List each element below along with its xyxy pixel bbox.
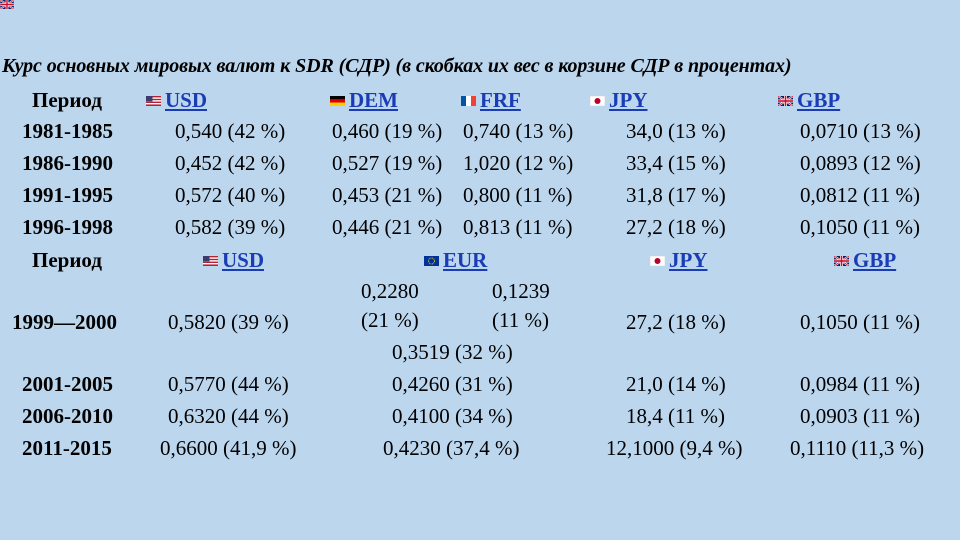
gbp-value: 0,1050 (11 %) — [800, 215, 920, 239]
row-period: 1981-1985 — [22, 119, 113, 143]
header-gbp[interactable]: GBP — [778, 88, 840, 112]
gbp-value: 0,0903 (11 %) — [800, 404, 920, 428]
japan-flag-icon — [590, 96, 605, 107]
eu-flag-icon — [424, 256, 439, 267]
usd-value: 0,6320 (44 %) — [168, 404, 289, 428]
us-flag-icon — [146, 96, 161, 107]
header-period: Период — [32, 88, 102, 112]
dem-value: 0,446 (21 %) — [332, 215, 443, 239]
header-jpy[interactable]: JPY — [650, 248, 708, 272]
header-dem[interactable]: DEM — [330, 88, 398, 112]
jpy-value: 27,2 (18 %) — [626, 215, 726, 239]
gbp-value: 0,0710 (13 %) — [800, 119, 921, 143]
france-flag-icon — [461, 96, 476, 107]
uk-flag-icon — [778, 96, 793, 107]
jpy-value: 12,1000 (9,4 %) — [606, 436, 743, 460]
usd-value: 0,582 (39 %) — [175, 215, 286, 239]
usd-value: 0,452 (42 %) — [175, 151, 286, 175]
us-flag-icon — [203, 256, 218, 267]
header-period: Период — [32, 248, 102, 272]
japan-flag-icon — [650, 256, 665, 267]
eur-value: 0,4100 (34 %) — [392, 404, 513, 428]
page-title: Курс основных мировых валют к SDR (СДР) … — [2, 55, 792, 77]
usd-value: 0,5820 (39 %) — [168, 310, 289, 334]
usd-value: 0,6600 (41,9 %) — [160, 436, 297, 460]
header-frf[interactable]: FRF — [461, 88, 521, 112]
gbp-value: 0,1050 (11 %) — [800, 310, 920, 334]
row-period: 2011-2015 — [22, 436, 112, 460]
gbp-value: 0,0984 (11 %) — [800, 372, 920, 396]
gbp-value: 0,0893 (12 %) — [800, 151, 921, 175]
germany-flag-icon — [330, 96, 345, 107]
eur-link[interactable]: EUR — [443, 248, 488, 272]
gbp-value: 0,1110 (11,3 %) — [790, 436, 925, 460]
row-period: 1986-1990 — [22, 151, 113, 175]
dem-value: 0,453 (21 %) — [332, 183, 443, 207]
dem-link[interactable]: DEM — [349, 88, 398, 112]
eur-component-value: 0,1239 — [492, 279, 550, 303]
frf-value: 0,800 (11 %) — [463, 183, 573, 207]
jpy-value: 33,4 (15 %) — [626, 151, 726, 175]
jpy-link[interactable]: JPY — [669, 248, 708, 272]
eur-total-value: 0,3519 (32 %) — [392, 340, 513, 364]
eur-value: 0,4260 (31 %) — [392, 372, 513, 396]
eur-component-weight: (11 %) — [492, 308, 549, 332]
jpy-value: 18,4 (11 %) — [626, 404, 725, 428]
eur-component-weight: (21 %) — [361, 308, 419, 332]
gbp-value: 0,0812 (11 %) — [800, 183, 920, 207]
row-period: 2001-2005 — [22, 372, 113, 396]
usd-link[interactable]: USD — [165, 88, 208, 112]
usd-link[interactable]: USD — [222, 248, 265, 272]
usd-value: 0,572 (40 %) — [175, 183, 286, 207]
header-eur[interactable]: EUR — [424, 248, 487, 272]
row-period: 1999—2000 — [12, 310, 117, 334]
header-gbp[interactable]: GBP — [834, 248, 896, 272]
gbp-link[interactable]: GBP — [797, 88, 841, 112]
gbp-link[interactable]: GBP — [853, 248, 897, 272]
row-period: 1996-1998 — [22, 215, 113, 239]
header-usd[interactable]: USD — [146, 88, 207, 112]
jpy-link[interactable]: JPY — [609, 88, 648, 112]
jpy-value: 21,0 (14 %) — [626, 372, 726, 396]
usd-value: 0,540 (42 %) — [175, 119, 286, 143]
jpy-value: 27,2 (18 %) — [626, 310, 726, 334]
eur-component-value: 0,2280 — [361, 279, 419, 303]
row-period: 1991-1995 — [22, 183, 113, 207]
eur-value: 0,4230 (37,4 %) — [383, 436, 520, 460]
frf-value: 1,020 (12 %) — [463, 151, 574, 175]
dem-value: 0,527 (19 %) — [332, 151, 443, 175]
uk-flag-icon — [0, 0, 14, 9]
frf-value: 0,740 (13 %) — [463, 119, 574, 143]
uk-flag-icon — [834, 256, 849, 267]
frf-value: 0,813 (11 %) — [463, 215, 573, 239]
header-jpy[interactable]: JPY — [590, 88, 648, 112]
jpy-value: 31,8 (17 %) — [626, 183, 726, 207]
jpy-value: 34,0 (13 %) — [626, 119, 726, 143]
dem-value: 0,460 (19 %) — [332, 119, 443, 143]
frf-link[interactable]: FRF — [480, 88, 521, 112]
header-usd[interactable]: USD — [203, 248, 264, 272]
row-period: 2006-2010 — [22, 404, 113, 428]
usd-value: 0,5770 (44 %) — [168, 372, 289, 396]
